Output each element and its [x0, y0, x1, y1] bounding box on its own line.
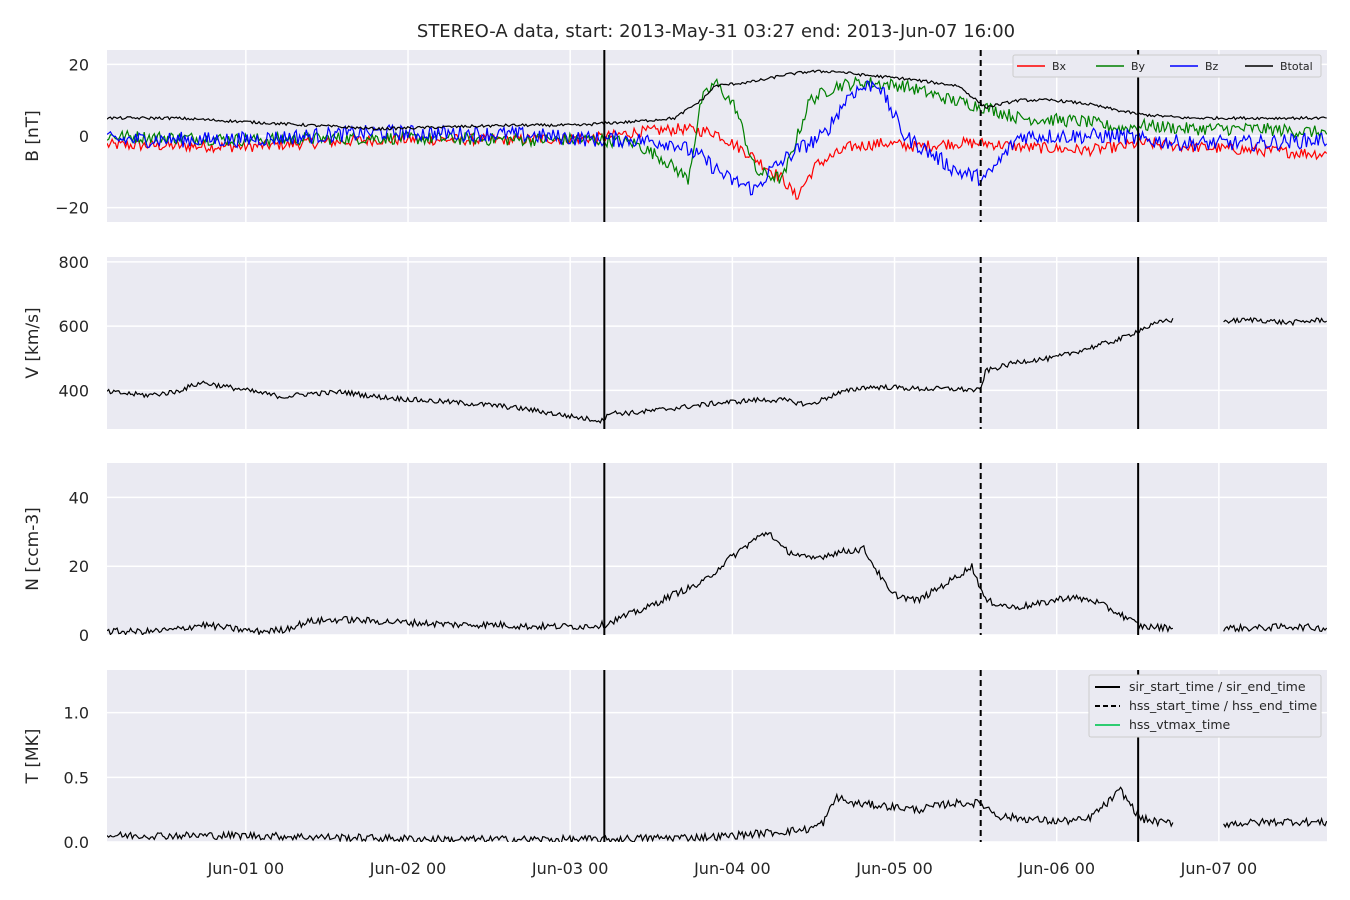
y-tick-label: 0 — [79, 127, 89, 146]
y-tick-label: 20 — [69, 55, 89, 74]
axes-background — [107, 257, 1327, 429]
x-tick-label: Jun-01 00 — [207, 859, 285, 878]
y-tick-label: 800 — [58, 253, 89, 272]
y-tick-label: 20 — [69, 557, 89, 576]
x-axis: Jun-01 00 Jun-02 00 Jun-03 00 Jun-04 00 Jun-… — [207, 859, 1258, 878]
y-axis-label: V [km/s] — [23, 307, 43, 378]
y-tick-label: 600 — [58, 317, 89, 336]
x-tick-label: Jun-02 00 — [369, 859, 447, 878]
chart-title: STEREO-A data, start: 2013-May-31 03:27 … — [417, 21, 1015, 42]
x-tick-label: Jun-07 00 — [1180, 859, 1258, 878]
x-tick-label: Jun-05 00 — [855, 859, 933, 878]
legend-label-event: hss_vtmax_time — [1129, 717, 1231, 732]
panel-4: 1.0 0.5 0.0 T [MK] sir_start_time / sir_end_… — [23, 670, 1327, 852]
x-tick-label: Jun-03 00 — [531, 859, 609, 878]
legend-label-bz: Bz — [1205, 60, 1219, 73]
legend-label-btotal: Btotal — [1280, 60, 1313, 73]
panel-1: 20 0 −20 B [nT] Bx By Bz Btotal — [23, 50, 1327, 222]
series-line-t — [107, 786, 1327, 842]
x-tick-label: Jun-06 00 — [1017, 859, 1095, 878]
legend-events: sir_start_time / sir_end_time hss_start_t… — [1088, 674, 1322, 738]
series-line-bz — [107, 79, 1327, 196]
x-tick-label: Jun-04 00 — [693, 859, 771, 878]
legend-label-event: sir_start_time / sir_end_time — [1129, 679, 1306, 694]
y-tick-label: 400 — [58, 381, 89, 400]
legend-label-event: hss_start_time / hss_end_time — [1129, 698, 1318, 713]
series-line-n — [107, 531, 1327, 635]
panel-3: 40 20 0 N [ccm-3] — [23, 463, 1327, 645]
panel-2: 800 600 400 V [km/s] — [23, 253, 1327, 429]
y-tick-label: 40 — [69, 488, 89, 507]
axes-background — [107, 463, 1327, 635]
y-tick-label: 0.5 — [64, 768, 89, 787]
y-tick-label: 1.0 — [64, 704, 89, 723]
legend-b-components: Bx By Bz Btotal — [1012, 54, 1322, 78]
series-line-by — [107, 75, 1327, 185]
series-line-btotal — [107, 69, 1327, 132]
y-tick-label: 0.0 — [64, 833, 89, 852]
y-axis-label: B [nT] — [23, 110, 43, 162]
legend-label-by: By — [1131, 60, 1146, 73]
y-axis-label: T [MK] — [23, 729, 43, 785]
y-tick-label: 0 — [79, 626, 89, 645]
y-tick-label: −20 — [55, 199, 89, 218]
y-axis-label: N [ccm-3] — [23, 507, 43, 591]
legend-label-bx: Bx — [1052, 60, 1067, 73]
series-line-v — [107, 316, 1327, 424]
